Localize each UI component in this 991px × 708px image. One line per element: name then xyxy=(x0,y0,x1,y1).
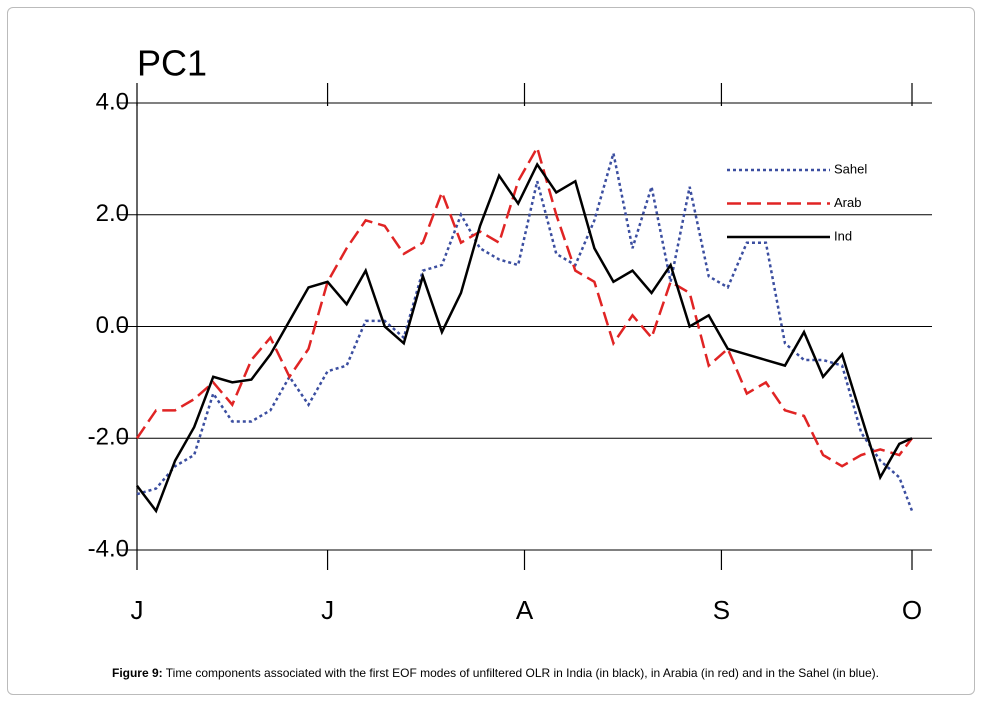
y-tick-label: 0.0 xyxy=(96,312,129,339)
legend-label: Ind xyxy=(834,228,852,243)
y-tick-label: -2.0 xyxy=(88,424,129,451)
series-line xyxy=(135,144,913,468)
chart-title: PC1 xyxy=(137,43,207,84)
y-tick-label: -4.0 xyxy=(88,535,129,562)
series-line xyxy=(136,152,914,512)
legend-label: Arab xyxy=(834,195,861,210)
series-line xyxy=(136,161,913,514)
x-tick-label: S xyxy=(713,595,730,625)
caption-text: Time components associated with the firs… xyxy=(165,666,880,680)
y-tick-label: 4.0 xyxy=(96,88,129,115)
x-tick-label: J xyxy=(321,595,334,625)
frame xyxy=(7,7,975,695)
x-tick-label: O xyxy=(902,595,922,625)
x-tick-label: A xyxy=(516,595,534,625)
y-tick-label: 2.0 xyxy=(96,200,129,227)
legend-label: Sahel xyxy=(834,161,867,176)
caption: Figure 9: Time components associated wit… xyxy=(0,666,991,680)
caption-label: Figure 9: xyxy=(111,666,163,680)
x-tick-label: J xyxy=(131,595,144,625)
